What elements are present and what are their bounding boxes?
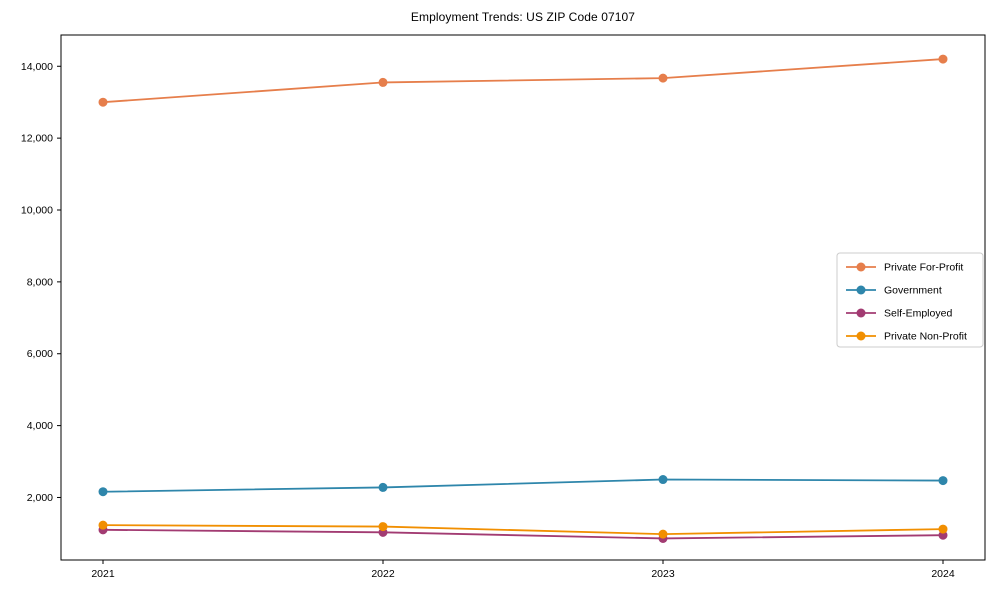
y-tick-label: 6,000 bbox=[27, 348, 53, 360]
series-line-self-employed bbox=[102, 528, 944, 540]
data-point-private-non-profit-2021 bbox=[98, 520, 108, 530]
legend-marker-private-for-profit bbox=[856, 262, 866, 272]
y-tick-label: 4,000 bbox=[27, 420, 53, 432]
data-point-private-non-profit-2024 bbox=[938, 524, 948, 534]
data-point-government-2023 bbox=[658, 475, 668, 485]
legend-marker-private-non-profit bbox=[856, 331, 866, 341]
x-tick-label: 2023 bbox=[651, 568, 675, 580]
data-point-government-2021 bbox=[98, 487, 108, 497]
legend-label-government: Government bbox=[884, 285, 942, 297]
legend-label-private-non-profit: Private Non-Profit bbox=[884, 331, 967, 343]
x-tick-label: 2022 bbox=[371, 568, 395, 580]
legend-label-private-for-profit: Private For-Profit bbox=[884, 262, 963, 274]
legend-label-self-employed: Self-Employed bbox=[884, 308, 952, 320]
y-tick-label: 12,000 bbox=[21, 133, 53, 145]
data-point-private-for-profit-2024 bbox=[938, 54, 948, 64]
y-tick-label: 8,000 bbox=[27, 276, 53, 288]
chart-title: Employment Trends: US ZIP Code 07107 bbox=[410, 10, 636, 24]
data-point-private-for-profit-2023 bbox=[658, 73, 668, 83]
data-point-private-non-profit-2023 bbox=[658, 529, 668, 539]
series-line-private-for-profit bbox=[102, 58, 944, 104]
legend-marker-self-employed bbox=[856, 308, 866, 318]
y-tick-label: 14,000 bbox=[21, 61, 53, 73]
data-point-private-for-profit-2021 bbox=[98, 97, 108, 107]
y-tick-label: 10,000 bbox=[21, 205, 53, 217]
x-tick-label: 2024 bbox=[931, 568, 955, 580]
legend-box bbox=[836, 252, 984, 348]
series-line-private-non-profit bbox=[102, 524, 944, 536]
plot-border bbox=[60, 34, 986, 561]
series-line-government bbox=[102, 478, 944, 493]
y-tick-label: 2,000 bbox=[27, 492, 53, 504]
legend-marker-government bbox=[856, 285, 866, 295]
x-tick-label: 2021 bbox=[91, 568, 115, 580]
data-point-private-non-profit-2022 bbox=[378, 522, 388, 532]
data-point-private-for-profit-2022 bbox=[378, 77, 388, 87]
data-point-government-2024 bbox=[938, 476, 948, 486]
data-point-government-2022 bbox=[378, 482, 388, 492]
